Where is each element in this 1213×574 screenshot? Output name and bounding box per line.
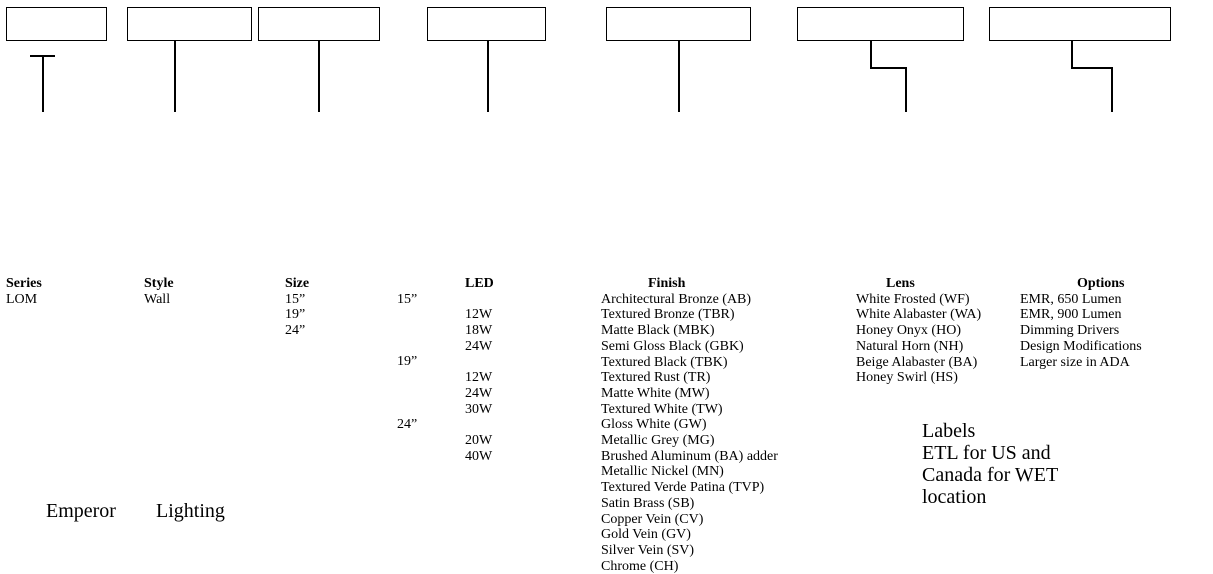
finish-item: Chrome (CH) [601, 558, 679, 574]
style-header: Style [144, 276, 174, 291]
labels-note-line: Labels [922, 420, 976, 442]
lens-item: Natural Horn (NH) [856, 338, 964, 354]
lens-header: Lens [886, 276, 915, 291]
led-watt-item: 24W [465, 338, 493, 354]
series-column: Series LOM [6, 276, 42, 307]
finish-item: Silver Vein (SV) [601, 542, 695, 558]
finish-header-wrap: Finish [648, 276, 685, 292]
lens-item: White Frosted (WF) [856, 291, 970, 307]
lens-column: White Frosted (WF) White Alabaster (WA) … [856, 292, 981, 386]
size-item: 15” [285, 291, 306, 307]
finish-code-box [606, 7, 751, 41]
options-item: Design Modifications [1020, 338, 1142, 354]
lens-item: Honey Swirl (HS) [856, 370, 958, 386]
finish-item: Satin Brass (SB) [601, 495, 695, 511]
size-item: 24” [285, 323, 306, 339]
finish-item: Metallic Grey (MG) [601, 433, 715, 449]
led-watt-item: 12W [465, 370, 493, 386]
finish-item: Brushed Aluminum (BA) adder [601, 448, 778, 464]
led-connector [487, 41, 489, 112]
options-item: Dimming Drivers [1020, 323, 1120, 339]
options-header: Options [1077, 276, 1125, 291]
labels-note-line: location [922, 486, 987, 508]
style-connector [174, 41, 176, 112]
size-header: Size [285, 276, 310, 291]
led-watt-item: 40W [465, 448, 493, 464]
led-sizes-column: 15” 19” 24” [397, 292, 417, 433]
series-code-box [6, 7, 107, 41]
finish-item: Semi Gloss Black (GBK) [601, 338, 744, 354]
lens-connector-bottom [905, 67, 907, 112]
led-watts-column: 12W 18W 24W 12W 24W 30W 20W 40W [465, 307, 492, 464]
lens-item: Beige Alabaster (BA) [856, 354, 978, 370]
led-header: LED [465, 276, 494, 291]
finish-item: Gloss White (GW) [601, 417, 707, 433]
footer-brand: Emperor Lighting [46, 500, 265, 522]
options-connector-top [1071, 41, 1073, 68]
led-watt-item: 30W [465, 401, 493, 417]
led-watt-item: 12W [465, 307, 493, 323]
size-code-box [258, 7, 380, 41]
finish-item: Gold Vein (GV) [601, 527, 691, 543]
finish-item: Matte Black (MBK) [601, 323, 715, 339]
options-connector-bottom [1111, 67, 1113, 112]
options-item: EMR, 650 Lumen [1020, 291, 1122, 307]
led-size-label: 24” [397, 417, 418, 433]
series-connector [42, 55, 44, 112]
series-header: Series [6, 276, 42, 291]
size-connector [318, 41, 320, 112]
led-watt-item: 18W [465, 323, 493, 339]
style-item: Wall [144, 291, 171, 307]
options-column: EMR, 650 Lumen EMR, 900 Lumen Dimming Dr… [1020, 292, 1142, 371]
options-item: Larger size in ADA [1020, 354, 1130, 370]
style-code-box [127, 7, 252, 41]
footer-word: Lighting [155, 500, 225, 522]
options-code-box [989, 7, 1171, 41]
finish-item: Textured Verde Patina (TVP) [601, 480, 765, 496]
lens-item: Honey Onyx (HO) [856, 323, 961, 339]
series-item: LOM [6, 291, 38, 307]
led-header-wrap: LED [465, 276, 494, 292]
finish-connector [678, 41, 680, 112]
finish-item: Matte White (MW) [601, 385, 710, 401]
lens-item: White Alabaster (WA) [856, 307, 982, 323]
finish-item: Architectural Bronze (AB) [601, 291, 752, 307]
finish-item: Metallic Nickel (MN) [601, 464, 724, 480]
labels-note-line: Canada for WET [922, 464, 1059, 486]
lens-header-wrap: Lens [886, 276, 915, 292]
finish-header: Finish [648, 276, 686, 291]
labels-note-line: ETL for US and [922, 442, 1051, 464]
finish-item: Copper Vein (CV) [601, 511, 704, 527]
led-code-box [427, 7, 546, 41]
finish-column: Architectural Bronze (AB) Textured Bronz… [601, 292, 778, 574]
size-column: Size 15” 19” 24” [285, 276, 309, 339]
options-header-wrap: Options [1077, 276, 1124, 292]
led-watt-item: 20W [465, 432, 493, 448]
options-item: EMR, 900 Lumen [1020, 307, 1122, 323]
finish-item: Textured White (TW) [601, 401, 723, 417]
lens-connector-top [870, 41, 872, 68]
labels-note: Labels ETL for US and Canada for WET loc… [922, 420, 1058, 508]
finish-item: Textured Bronze (TBR) [601, 307, 735, 323]
footer-word: Emperor [46, 500, 116, 522]
led-size-label: 19” [397, 354, 418, 370]
options-connector-elbow [1071, 67, 1112, 69]
finish-item: Textured Rust (TR) [601, 370, 711, 386]
style-column: Style Wall [144, 276, 174, 307]
led-size-label: 15” [397, 291, 418, 307]
led-watt-item: 24W [465, 385, 493, 401]
lens-connector-elbow [870, 67, 906, 69]
size-item: 19” [285, 307, 306, 323]
finish-item: Textured Black (TBK) [601, 354, 728, 370]
lens-code-box [797, 7, 964, 41]
